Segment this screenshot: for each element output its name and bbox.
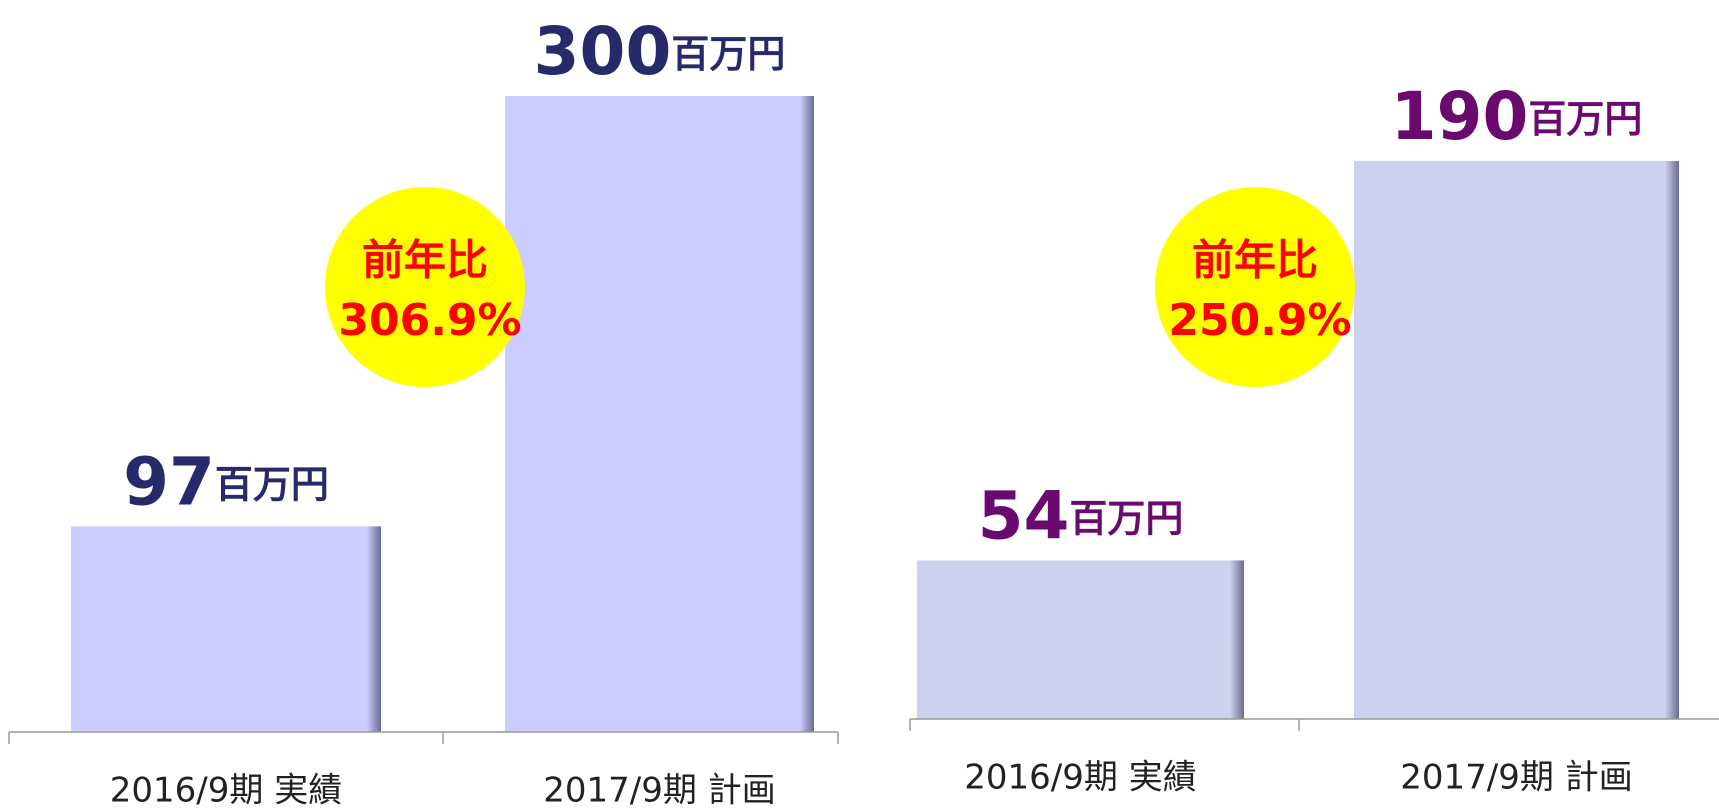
bar-shadow [1230, 560, 1244, 719]
x-tick-label: 2016/9期 実績 [110, 771, 342, 811]
value-label: 300百万円 [534, 13, 786, 90]
annotation-value: 306.9% [338, 295, 521, 346]
value-number: 97 [123, 443, 215, 520]
bar [1354, 161, 1679, 719]
value-label: 54百万円 [978, 477, 1184, 554]
value-label: 190百万円 [1391, 78, 1643, 155]
value-number: 190 [1391, 78, 1529, 155]
value-unit: 百万円 [215, 462, 329, 506]
bar [917, 560, 1244, 719]
annotation-value: 250.9% [1168, 295, 1351, 346]
annotation-title: 前年比 [1192, 236, 1318, 285]
value-number: 54 [978, 477, 1070, 554]
x-tick-label: 2016/9期 実績 [964, 758, 1196, 798]
bar-shadow [367, 526, 381, 732]
annotation-badge [1155, 187, 1355, 387]
annotation-title: 前年比 [362, 236, 488, 285]
value-unit: 百万円 [671, 32, 785, 76]
bar [71, 526, 381, 732]
value-unit: 百万円 [1069, 496, 1183, 540]
annotation-badge [325, 187, 525, 387]
value-number: 300 [534, 13, 672, 90]
value-label: 97百万円 [123, 443, 329, 520]
bar [505, 96, 814, 732]
x-tick-label: 2017/9期 計画 [543, 771, 775, 811]
value-unit: 百万円 [1528, 97, 1642, 141]
bar-shadow [1665, 161, 1679, 719]
x-tick-label: 2017/9期 計画 [1400, 758, 1632, 798]
bar-shadow [800, 96, 814, 732]
